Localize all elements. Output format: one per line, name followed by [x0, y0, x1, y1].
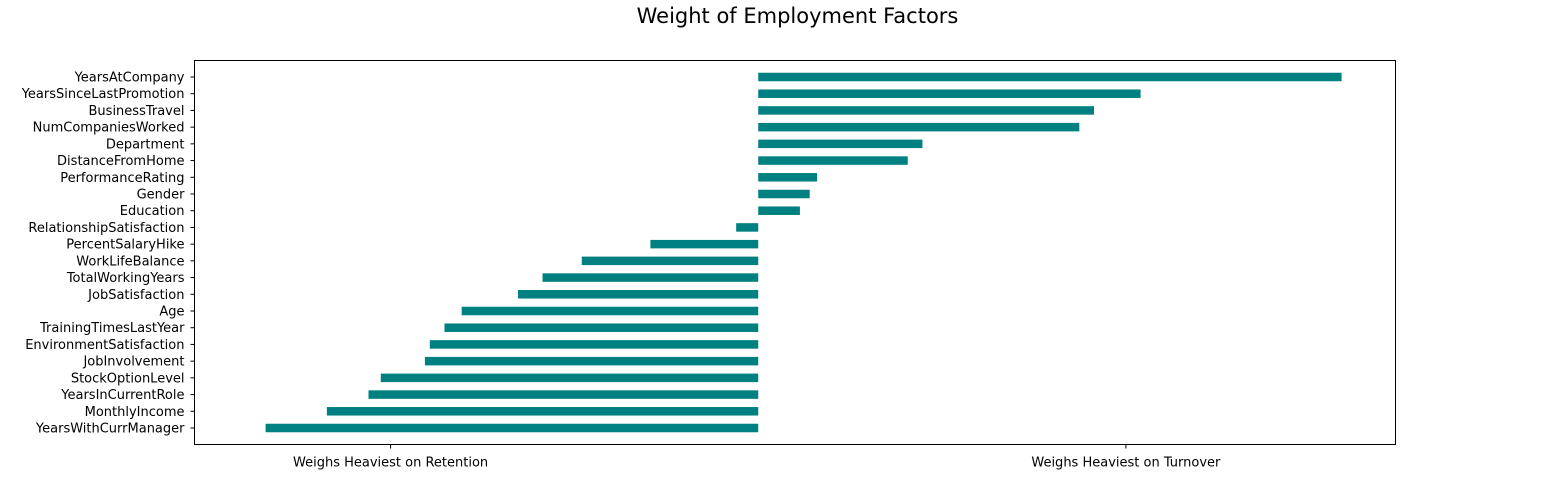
y-tick-label: StockOptionLevel — [71, 371, 185, 386]
y-tick-label: TotalWorkingYears — [66, 271, 185, 286]
y-tick-label: YearsWithCurrManager — [35, 422, 185, 437]
y-tick-label: TrainingTimesLastYear — [39, 321, 185, 336]
y-tick-label: PerformanceRating — [60, 171, 184, 186]
y-tick-label: Gender — [137, 188, 186, 203]
bar-JobInvolvement — [424, 356, 759, 366]
y-tick-label: YearsInCurrentRole — [60, 388, 184, 403]
bar-TrainingTimesLastYear — [444, 323, 759, 332]
y-tick-label: DistanceFromHome — [57, 154, 184, 169]
y-tick-label: Age — [159, 305, 184, 320]
bar-MonthlyIncome — [326, 407, 759, 416]
y-tick-label: RelationshipSatisfaction — [28, 221, 184, 236]
y-tick-label: EnvironmentSatisfaction — [25, 338, 184, 353]
y-tick-label: BusinessTravel — [89, 104, 185, 119]
y-tick-label: Department — [106, 137, 185, 152]
y-tick-label: NumCompaniesWorked — [33, 121, 185, 136]
bar-Age — [461, 306, 759, 316]
bar-PerformanceRating — [758, 173, 818, 182]
chart-title: Weight of Employment Factors — [636, 4, 959, 28]
bar-StockOptionLevel — [380, 373, 759, 383]
y-tick-label: MonthlyIncome — [85, 405, 185, 420]
bar-RelationshipSatisfaction — [736, 223, 759, 232]
y-tick-label: JobSatisfaction — [87, 288, 184, 303]
bar-YearsInCurrentRole — [368, 390, 759, 399]
bar-DistanceFromHome — [758, 156, 908, 165]
bar-YearsSinceLastPromotion — [758, 89, 1141, 98]
bar-Department — [758, 139, 923, 149]
plot-frame — [194, 60, 1396, 445]
bar-Gender — [758, 189, 810, 199]
bar-WorkLifeBalance — [581, 256, 759, 266]
bar-NumCompaniesWorked — [758, 122, 1080, 132]
bar-YearsAtCompany — [758, 72, 1342, 82]
bar-BusinessTravel — [758, 106, 1095, 115]
bar-EnvironmentSatisfaction — [429, 340, 759, 349]
y-tick-label: Education — [120, 204, 185, 219]
y-tick-label: YearsSinceLastPromotion — [21, 87, 185, 102]
y-tick-label: YearsAtCompany — [74, 71, 185, 86]
bar-YearsWithCurrManager — [265, 423, 759, 433]
y-tick-label: PercentSalaryHike — [66, 238, 184, 253]
bar-Education — [758, 206, 800, 215]
x-tick-label: Weighs Heaviest on Turnover — [1031, 456, 1221, 471]
y-tick-label: JobInvolvement — [82, 355, 184, 370]
bar-TotalWorkingYears — [542, 273, 759, 282]
bar-JobSatisfaction — [518, 290, 759, 299]
bar-PercentSalaryHike — [650, 239, 759, 249]
x-tick-label: Weighs Heaviest on Retention — [293, 456, 488, 471]
y-tick-label: WorkLifeBalance — [76, 254, 184, 269]
